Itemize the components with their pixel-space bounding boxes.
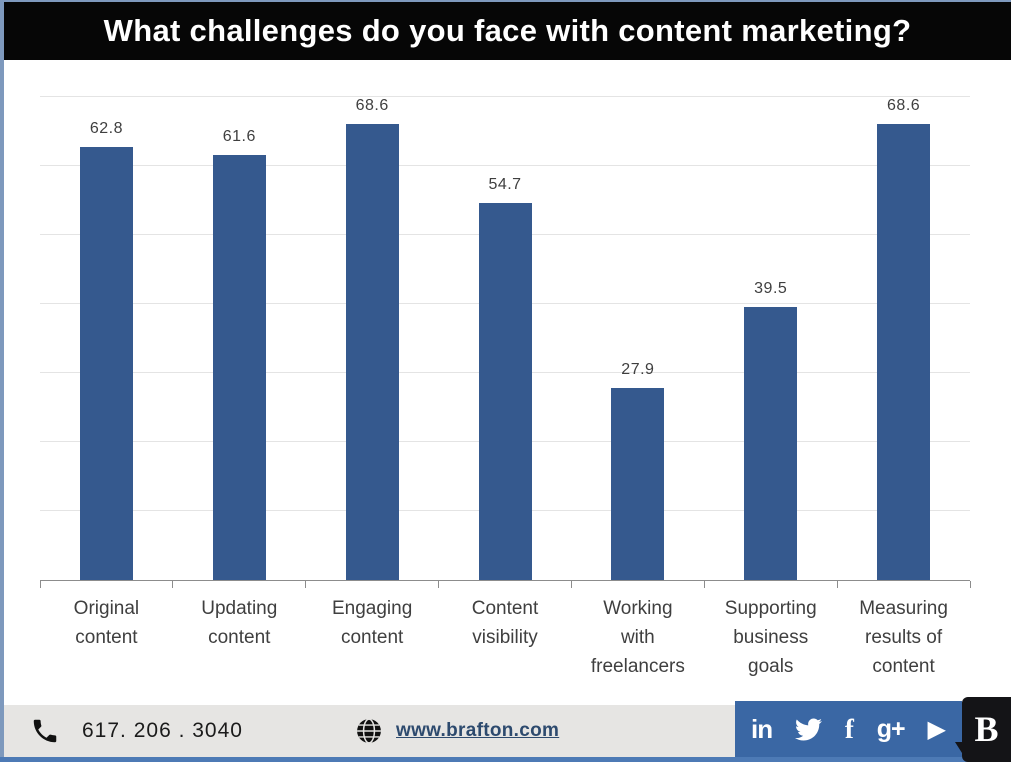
bar	[877, 124, 931, 580]
bar	[744, 307, 798, 580]
bar	[212, 154, 266, 580]
bar-chart: 62.8 61.6 68.6 54.7 27.9 39.5 68.6 Original co…	[4, 60, 1011, 697]
website-link[interactable]: www.brafton.com	[396, 720, 560, 741]
phone-group: 617. 206 . 3040	[30, 716, 243, 746]
axis-tick	[969, 581, 971, 588]
facebook-icon[interactable]: f	[844, 713, 854, 744]
bar-slot: 27.9	[571, 97, 704, 580]
bar-value-label: 27.9	[621, 360, 655, 378]
bar-slot: 68.6	[306, 97, 439, 580]
axis-tick	[39, 581, 41, 588]
twitter-icon[interactable]	[794, 716, 822, 743]
bar	[611, 387, 665, 580]
axis-tick	[836, 581, 838, 588]
axis-tick	[703, 581, 705, 588]
x-axis-label: Content visibility	[471, 598, 539, 648]
x-axis-label: Measuring results of content	[859, 598, 948, 677]
bar	[345, 124, 399, 580]
x-axis-line	[39, 580, 971, 588]
bar	[79, 146, 133, 580]
page-title: What challenges do you face with content…	[103, 13, 912, 48]
brafton-logo-letter: B	[974, 708, 999, 749]
bars-container: 62.8 61.6 68.6 54.7 27.9 39.5 68.6	[40, 97, 970, 580]
page-border-left	[0, 0, 4, 762]
x-axis-label: Supporting business goals	[724, 598, 817, 677]
page-border-top	[0, 0, 1011, 2]
bar-value-label: 68.6	[355, 97, 389, 114]
phone-number: 617. 206 . 3040	[82, 719, 243, 742]
bar-slot: 62.8	[40, 97, 173, 580]
bar-slot: 39.5	[704, 97, 837, 580]
linkedin-icon[interactable]: in	[751, 713, 773, 744]
social-bar: in f g+ ▶	[735, 701, 962, 757]
bar	[478, 202, 532, 580]
bar-value-label: 54.7	[488, 175, 522, 193]
bar-value-label: 61.6	[222, 127, 256, 145]
x-axis-label: Original content	[73, 598, 140, 648]
brafton-logo: B	[955, 697, 1011, 762]
footer: 617. 206 . 3040 www.brafton.com in f g+	[0, 697, 1011, 762]
bar-slot: 61.6	[173, 97, 306, 580]
bar-value-label: 68.6	[887, 97, 921, 114]
website-group: www.brafton.com	[356, 718, 559, 744]
bar-slot: 54.7	[439, 97, 572, 580]
globe-icon	[357, 718, 381, 744]
x-axis-label: Updating content	[201, 598, 278, 648]
bar-value-label: 39.5	[754, 280, 788, 298]
x-axis-labels: Original content Updating content Engaging…	[40, 594, 970, 681]
axis-tick	[570, 581, 572, 588]
axis-tick	[438, 581, 440, 588]
bar-slot: 68.6	[837, 97, 970, 580]
axis-tick	[172, 581, 174, 588]
phone-icon	[33, 719, 57, 743]
gridline	[40, 96, 970, 97]
x-axis-label: Working with freelancers	[590, 598, 685, 677]
plot-area: 62.8 61.6 68.6 54.7 27.9 39.5 68.6	[39, 96, 971, 588]
google-plus-icon[interactable]: g+	[876, 714, 906, 743]
play-icon[interactable]: ▶	[927, 715, 946, 743]
bar-value-label: 62.8	[89, 119, 123, 137]
page-border-bottom	[0, 757, 1011, 762]
title-bar: What challenges do you face with content…	[4, 2, 1011, 60]
gridline	[40, 165, 970, 166]
axis-tick	[305, 581, 307, 588]
x-axis-label: Engaging content	[331, 598, 413, 648]
